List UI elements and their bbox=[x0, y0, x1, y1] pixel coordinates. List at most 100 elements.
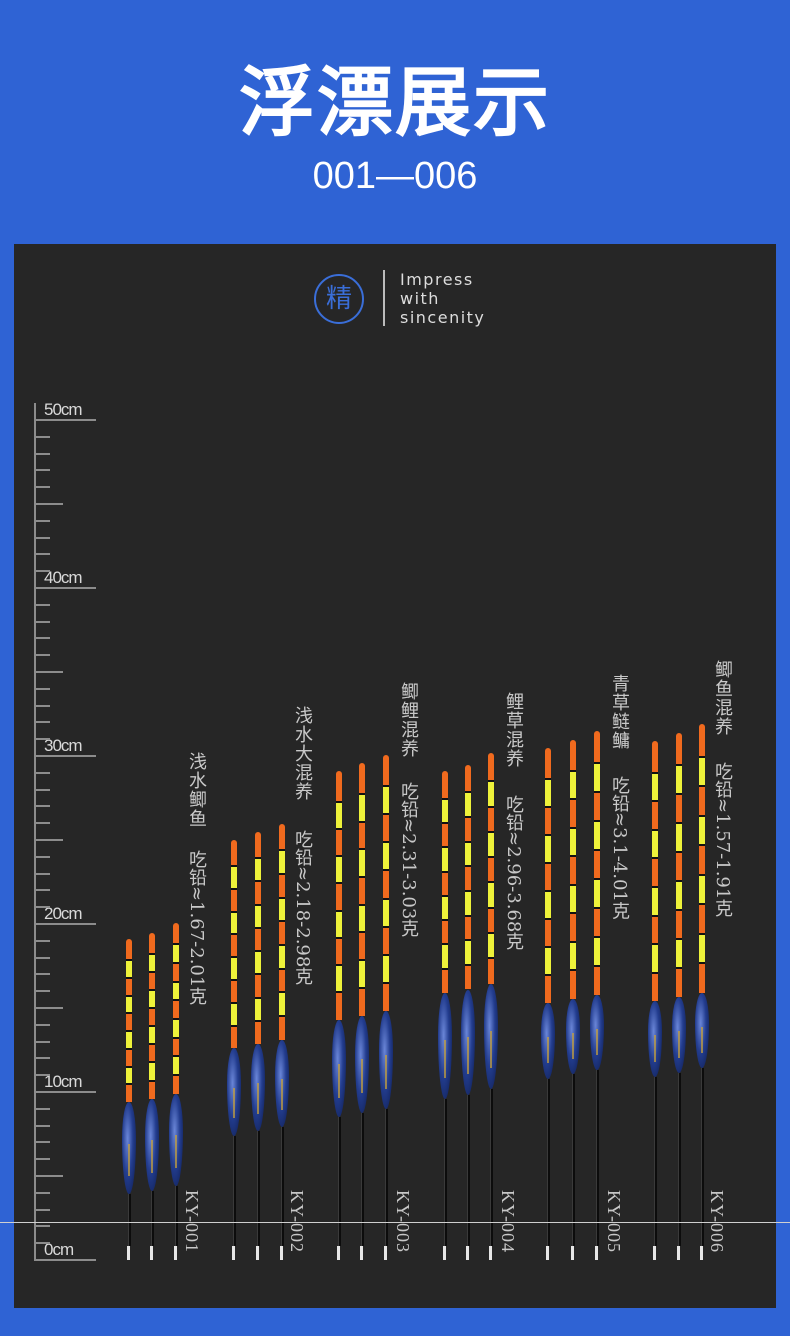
float-tip-segment bbox=[383, 785, 389, 815]
brand-seal-icon: 精 bbox=[314, 274, 364, 324]
float-body-logo bbox=[572, 1032, 574, 1060]
float-tip-segment bbox=[676, 909, 682, 939]
float-tip-separator bbox=[279, 944, 285, 947]
ruler-tick bbox=[34, 822, 50, 825]
float-tip-separator bbox=[149, 1043, 155, 1046]
ruler-tick bbox=[34, 654, 50, 657]
float-tip-segment bbox=[465, 915, 471, 941]
float-tip-segment bbox=[231, 911, 237, 935]
float-tip-segment bbox=[699, 963, 705, 993]
lead-prefix: 吃铅 bbox=[292, 830, 313, 866]
page-subtitle: 001—006 bbox=[312, 155, 478, 197]
float-tip-segment bbox=[255, 997, 261, 1021]
float-tip-segment bbox=[383, 954, 389, 984]
float-tip-separator bbox=[231, 1001, 237, 1004]
float-tip-segment bbox=[126, 960, 132, 978]
float-tip-separator bbox=[465, 840, 471, 843]
float-tip-separator bbox=[149, 989, 155, 992]
float-stem bbox=[338, 1117, 341, 1246]
float-name-label: 鲫鱼混养 bbox=[712, 660, 733, 736]
float-ky-003 bbox=[379, 754, 393, 1260]
float-tip-separator bbox=[570, 826, 576, 829]
float-tip-separator bbox=[126, 1065, 132, 1068]
float-body-logo bbox=[385, 1055, 387, 1090]
ruler-tick bbox=[34, 1057, 50, 1060]
float-tip-separator bbox=[231, 1024, 237, 1027]
page-title: 浮漂展示 bbox=[239, 58, 551, 147]
float-name-label: 浅水大混养 bbox=[292, 706, 313, 801]
float-tip-segment bbox=[279, 873, 285, 898]
float-tip-segment bbox=[359, 766, 365, 794]
float-stem-end bbox=[384, 1245, 387, 1260]
float-tip-segment bbox=[173, 1075, 179, 1094]
float-stem-end bbox=[677, 1245, 680, 1260]
lead-range: ≈2.96-3.68克 bbox=[503, 831, 524, 951]
float-tip-separator bbox=[231, 933, 237, 936]
float-tip-segment bbox=[699, 933, 705, 964]
float-stem bbox=[361, 1112, 364, 1246]
float-tip-separator bbox=[126, 1030, 132, 1033]
float-tip-segment bbox=[465, 841, 471, 867]
ruler-tick bbox=[34, 956, 50, 959]
float-tip-segment bbox=[383, 757, 389, 786]
float-body-logo bbox=[654, 1035, 656, 1062]
float-tip-separator bbox=[570, 883, 576, 886]
float-tip-segment bbox=[488, 958, 494, 984]
float-tip-separator bbox=[173, 1018, 179, 1020]
float-stem bbox=[701, 1068, 704, 1246]
float-tip-separator bbox=[594, 906, 600, 909]
float-tip-segment bbox=[359, 932, 365, 961]
float-tip-segment bbox=[442, 968, 448, 993]
float-stem bbox=[128, 1194, 131, 1246]
float-stem bbox=[467, 1095, 470, 1246]
float-tip-segment bbox=[255, 834, 261, 859]
float-tip-separator bbox=[173, 943, 179, 946]
float-ky-004 bbox=[461, 764, 475, 1260]
float-tip-separator bbox=[652, 857, 658, 860]
float-tip-separator bbox=[594, 935, 600, 938]
float-tip-segment bbox=[676, 793, 682, 823]
float-tip-separator bbox=[173, 1074, 179, 1076]
float-ky-002 bbox=[227, 840, 241, 1260]
lead-label: 吃铅≈2.31-3.03克 bbox=[397, 782, 419, 937]
float-tip-separator bbox=[545, 833, 551, 836]
float-body-logo bbox=[444, 1040, 446, 1078]
ruler-label-50: 50cm bbox=[44, 400, 83, 419]
float-tip-segment bbox=[442, 871, 448, 896]
float-stem-end bbox=[700, 1245, 703, 1260]
float-tip-segment bbox=[652, 858, 658, 888]
model-label: KY-006 bbox=[706, 1190, 728, 1253]
float-stem-end bbox=[360, 1245, 363, 1260]
float-tip-separator bbox=[336, 827, 342, 830]
float-tip-separator bbox=[594, 848, 600, 851]
float-tip-segment bbox=[594, 965, 600, 995]
float-tip-separator bbox=[383, 784, 389, 787]
float-tip-separator bbox=[255, 857, 261, 860]
lead-range: ≈2.31-3.03克 bbox=[398, 818, 419, 938]
float-tip-separator bbox=[594, 877, 600, 880]
ruler-tick bbox=[34, 1074, 50, 1077]
model-label: KY-004 bbox=[497, 1190, 519, 1253]
float-tip-segment bbox=[570, 799, 576, 828]
float-tip-segment bbox=[545, 750, 551, 779]
float-stem bbox=[385, 1108, 388, 1246]
ruler-tick bbox=[34, 1191, 50, 1194]
float-tip-segment bbox=[699, 727, 705, 757]
float-stem-end bbox=[546, 1245, 549, 1260]
ruler-tick bbox=[34, 536, 50, 539]
ruler-tick bbox=[34, 419, 96, 421]
brand-slogan: Impress with sincenity bbox=[400, 270, 485, 327]
float-tip-separator bbox=[173, 1036, 179, 1039]
float-tip-separator bbox=[488, 856, 494, 859]
ruler-tick bbox=[34, 519, 50, 522]
brand-divider bbox=[383, 270, 385, 326]
ruler-tick bbox=[34, 452, 50, 455]
float-tip-segment bbox=[699, 845, 705, 875]
float-stem-end bbox=[256, 1245, 259, 1260]
lead-range: ≈1.67-2.01克 bbox=[186, 886, 207, 1006]
float-tip-segment bbox=[442, 798, 448, 823]
float-tip-separator bbox=[336, 936, 342, 939]
float-stem-end bbox=[443, 1245, 446, 1260]
float-tip-separator bbox=[359, 875, 365, 878]
float-tip-separator bbox=[652, 886, 658, 889]
